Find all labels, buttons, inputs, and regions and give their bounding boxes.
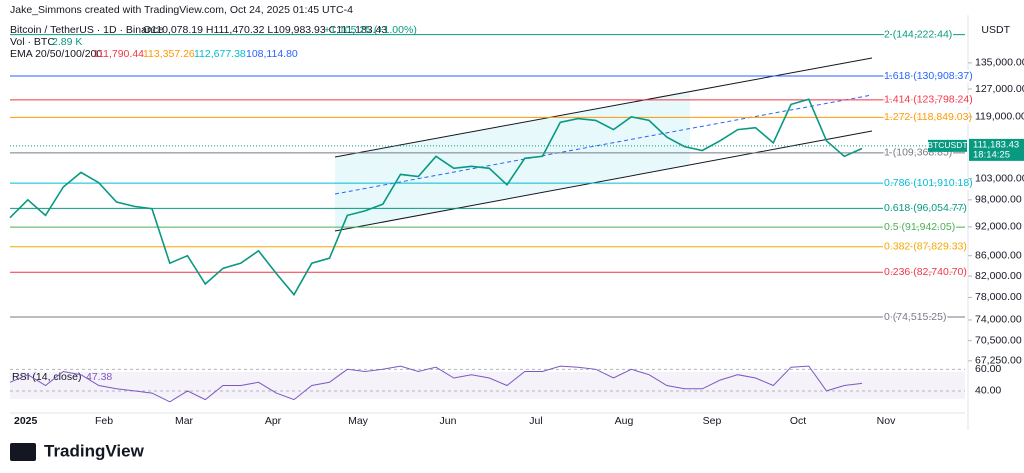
ema-value: 108,114.80 bbox=[246, 48, 298, 60]
y-tick-label: 135,000.00 bbox=[975, 57, 1024, 69]
x-tick-label: Nov bbox=[877, 415, 896, 427]
y-tick-label: 67,250.00 bbox=[975, 355, 1022, 367]
symbol-tag bbox=[928, 139, 967, 152]
fib-group: 2 (144,222.44) 1.618 (130,908.37) 1.414 (1… bbox=[10, 27, 974, 324]
fib-label: 1.618 (130,908.37) bbox=[884, 70, 973, 82]
ema-label: EMA 20/50/100/200 bbox=[10, 48, 102, 60]
volume-label: Vol · BTC bbox=[10, 36, 55, 48]
x-tick-label: 2025 bbox=[14, 415, 38, 427]
price-tag-value: 111,183.43 bbox=[973, 139, 1019, 150]
ema-value: 112,677.38 bbox=[194, 48, 246, 60]
ohlc: O110,078.19 H111,470.32 L109,983.93 C111… bbox=[143, 24, 387, 36]
axis-unit: USDT bbox=[981, 24, 1010, 36]
channel-upper bbox=[334, 57, 873, 158]
fib-label: 1.272 (118,849.03) bbox=[884, 111, 972, 123]
price-line bbox=[9, 98, 863, 297]
x-tick-label: Oct bbox=[790, 415, 806, 427]
y-tick-label: 98,000.00 bbox=[975, 194, 1022, 206]
x-tick-label: Mar bbox=[175, 415, 194, 427]
symbol-tag-label: BTCUSDT bbox=[927, 140, 967, 150]
y-tick-label: 103,000.00 bbox=[975, 172, 1024, 184]
x-tick-label: Jul bbox=[529, 415, 542, 427]
rsi-title: RSI (14, close) bbox=[12, 371, 81, 383]
price-tag bbox=[969, 138, 1024, 161]
x-tick-label: Apr bbox=[265, 415, 282, 427]
y-tick-label: 119,000.00 bbox=[975, 111, 1024, 123]
y-tick-label: 86,000.00 bbox=[975, 249, 1022, 261]
ema-value: 111,790.44 bbox=[93, 48, 144, 60]
rsi-tick-label: 40.00 bbox=[975, 385, 1001, 397]
y-tick-label: 82,000.00 bbox=[975, 270, 1022, 282]
fib-label: 0.786 (101,910.18) bbox=[884, 177, 973, 189]
symbol-title: Bitcoin / TetherUS · 1D · Binance bbox=[10, 24, 164, 36]
fib-label: 1.414 (123,798.24) bbox=[884, 94, 973, 106]
channel-lower bbox=[334, 130, 873, 232]
fib-label: 0.618 (96,054.77) bbox=[884, 202, 967, 214]
x-tick-label: Sep bbox=[703, 415, 722, 427]
rsi-line bbox=[9, 365, 863, 403]
volume: 2.89 K bbox=[52, 36, 82, 48]
fib-label: 0.5 (91,942.05) bbox=[884, 221, 955, 233]
ema-value: 113,357.26 bbox=[143, 48, 195, 60]
rsi-band bbox=[10, 372, 965, 399]
x-tick-label: May bbox=[348, 415, 369, 427]
y-tick-label: 127,000.00 bbox=[975, 83, 1024, 95]
brand: TradingView bbox=[44, 441, 145, 460]
y-tick-label: 74,000.00 bbox=[975, 314, 1022, 326]
x-tick-label: Jun bbox=[440, 415, 457, 427]
channel-fill bbox=[335, 91, 690, 231]
price-tag-countdown: 18:14:25 bbox=[973, 149, 1010, 160]
x-tick-label: Feb bbox=[95, 415, 113, 427]
change: +1,105.25 (+1.00%) bbox=[324, 24, 417, 36]
channel-mid bbox=[334, 94, 873, 195]
rsi-tick-label: 60.00 bbox=[975, 363, 1001, 375]
plot bbox=[9, 98, 863, 297]
credit: Jake_Simmons created with TradingView.co… bbox=[10, 4, 353, 16]
rsi-value: 47.38 bbox=[86, 371, 112, 383]
x-tick-label: Aug bbox=[615, 415, 634, 427]
y-tick-label: 92,000.00 bbox=[975, 221, 1022, 233]
fib-label: 2 (144,222.44) bbox=[884, 28, 952, 40]
brand-logo bbox=[10, 443, 36, 461]
fib-label: 0 (74,515.25) bbox=[884, 311, 946, 323]
y-tick-label: 78,000.00 bbox=[975, 291, 1022, 303]
y-tick-label: 70,500.00 bbox=[975, 334, 1022, 346]
fib-label: 0.236 (82,740.70) bbox=[884, 266, 967, 278]
fib-label: 0.382 (87,829.33) bbox=[884, 240, 967, 252]
